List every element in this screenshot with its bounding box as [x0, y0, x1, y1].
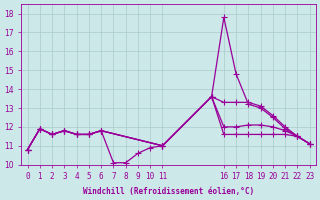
X-axis label: Windchill (Refroidissement éolien,°C): Windchill (Refroidissement éolien,°C) — [83, 187, 254, 196]
